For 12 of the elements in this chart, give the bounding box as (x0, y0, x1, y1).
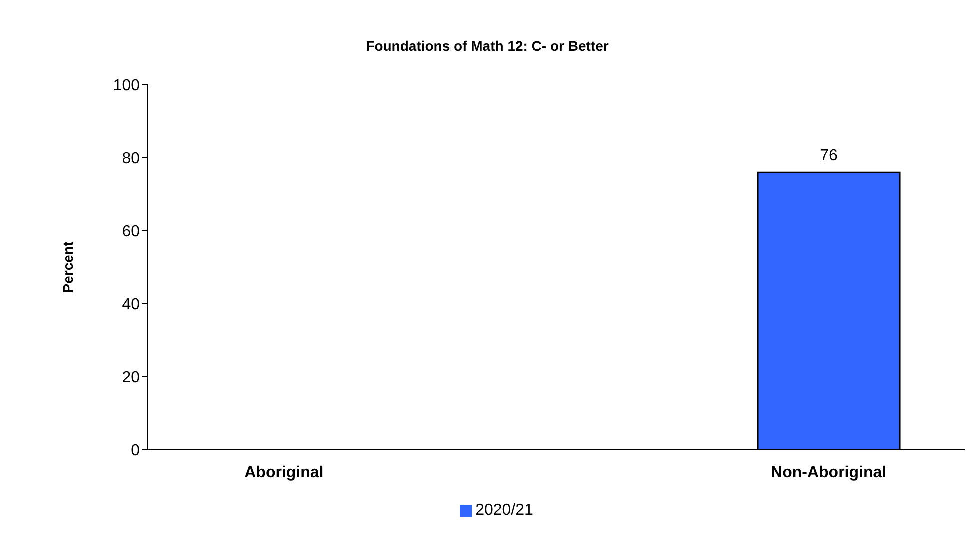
y-tick-label: 0 (131, 442, 140, 460)
data-label: 76 (820, 148, 838, 165)
legend-label: 2020/21 (476, 502, 534, 519)
x-tick-label: Non-Aboriginal (771, 464, 887, 482)
y-tick-label: 80 (122, 150, 140, 168)
y-tick-label: 100 (113, 78, 140, 95)
y-tick-label: 40 (122, 296, 140, 314)
y-axis-title: Percent (60, 241, 76, 294)
y-tick-label: 20 (122, 370, 140, 387)
x-tick-label: Aboriginal (244, 464, 324, 482)
y-tick-label: 60 (122, 224, 140, 241)
chart-title: Foundations of Math 12: C- or Better (365, 38, 610, 54)
